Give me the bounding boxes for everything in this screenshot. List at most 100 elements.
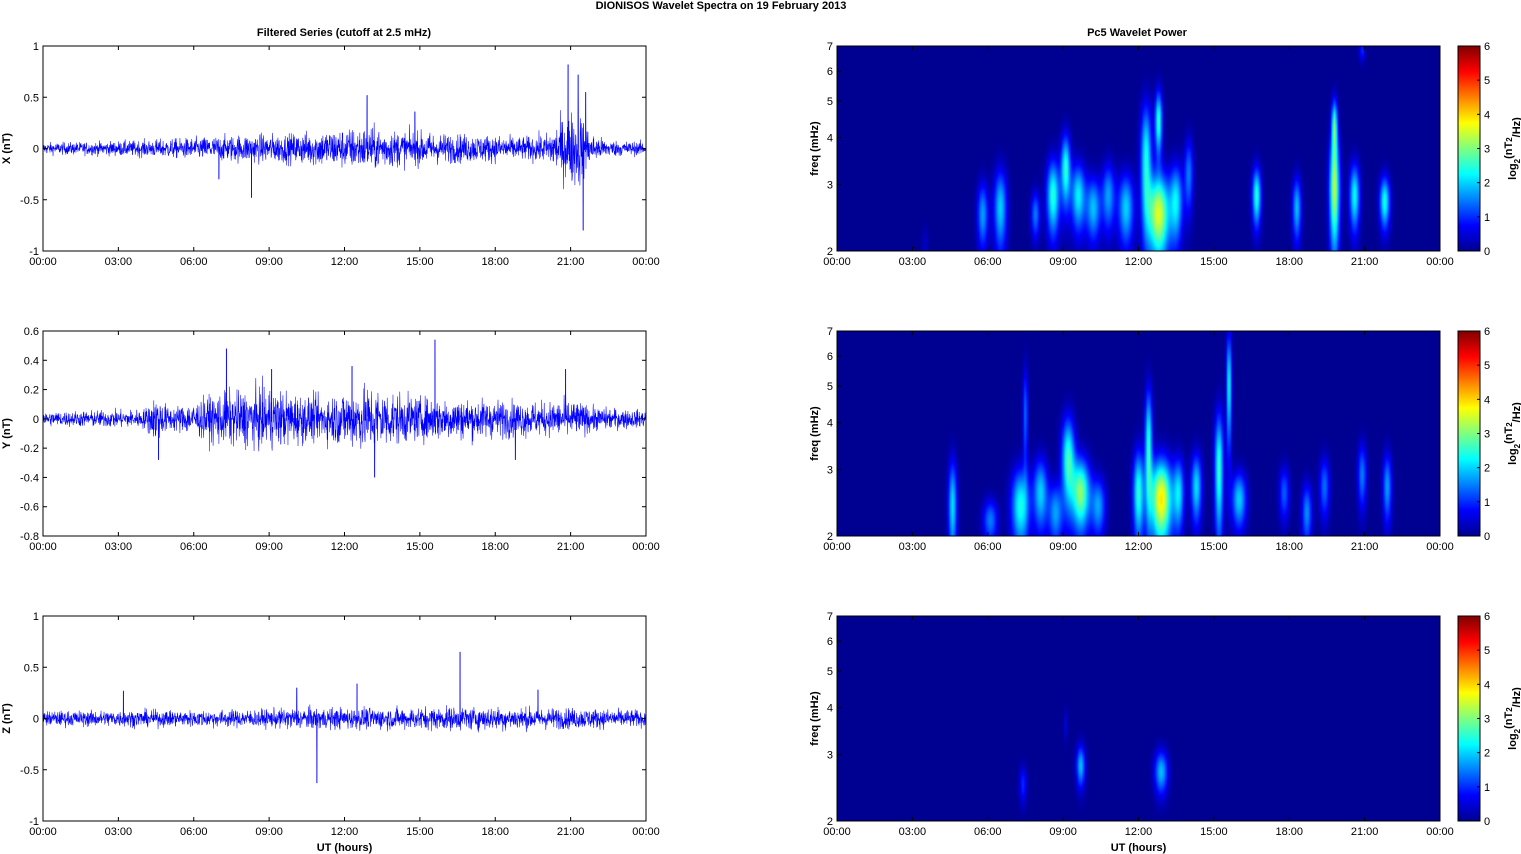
x-tick-label: 09:00 [255,256,283,268]
y-tick-label: -0.5 [20,765,39,777]
right-column-title: Pc5 Wavelet Power [1087,27,1188,39]
x-tick-label: 00:00 [823,826,851,838]
y-tick-label: 0.6 [24,326,39,338]
colorbar-tick-label: 0 [1484,531,1490,543]
y-tick-label: 5 [827,666,833,678]
y-tick-label: 1 [33,611,39,623]
y-tick-label: 0.5 [24,92,39,104]
wavelet-power-heatmap [837,331,1440,536]
colorbar-tick-label: 6 [1484,611,1490,623]
x-tick-label: 09:00 [1049,541,1077,553]
y-tick-label: -0.6 [20,502,39,514]
y-axis-label: Z (nT) [1,703,13,734]
y-tick-label: 0 [33,414,39,426]
y-wavelet-panel: 2 3 4 5 6 7 freq (mHz) 00:00 03:00 06:00 09:00 12:0… [809,326,1521,553]
colorbar-tick-label: 2 [1484,748,1490,760]
x-tick-label: 12:00 [1125,541,1153,553]
y-tick-label: 4 [827,133,833,145]
y-axis-label: freq (mHz) [809,691,821,746]
x-tick-label: 15:00 [406,826,434,838]
x-tick-label: 00:00 [1426,826,1454,838]
series-trace [43,339,646,478]
colorbar-label: log2(nT2/Hz) [1503,117,1521,180]
x-tick-label: 21:00 [557,541,585,553]
x-tick-label: 03:00 [105,256,133,268]
y-tick-label: 4 [827,418,833,430]
y-tick-label: -0.2 [20,443,39,455]
x-tick-label: 18:00 [481,541,509,553]
x-tick-label: 18:00 [1275,541,1303,553]
x-tick-label: 03:00 [899,256,927,268]
x-tick-label: 09:00 [255,541,283,553]
colorbar-tick-label: 5 [1484,75,1490,87]
colorbar-label: log2(nT2/Hz) [1503,687,1521,750]
wavelet-power-heatmap [837,46,1440,251]
x-tick-label: 03:00 [899,826,927,838]
colorbar-tick-label: 2 [1484,463,1490,475]
y-tick-label: 1 [33,41,39,53]
y-tick-label: 0 [33,714,39,726]
y-tick-label: 2 [827,531,833,543]
x-tick-label: 21:00 [1351,256,1379,268]
x-tick-label: 12:00 [331,826,359,838]
y-tick-label: 5 [827,96,833,108]
x-tick-label: 00:00 [632,541,660,553]
x-tick-label: 21:00 [1351,541,1379,553]
colorbar-tick-label: 0 [1484,246,1490,258]
colorbar-label: log2(nT2/Hz) [1503,402,1521,465]
colorbar-tick-label: 1 [1484,497,1490,509]
y-tick-label: -0.4 [20,472,39,484]
x-tick-label: 12:00 [1125,826,1153,838]
colorbar-tick-label: 5 [1484,360,1490,372]
x-tick-label: 09:00 [1049,256,1077,268]
y-tick-label: 4 [827,703,833,715]
figure-title: DIONISOS Wavelet Spectra on 19 February … [596,0,847,12]
x-tick-label: 03:00 [899,541,927,553]
x-tick-label: 09:00 [255,826,283,838]
x-tick-label: 06:00 [974,541,1002,553]
wavelet-power-heatmap [837,616,1440,821]
x-tick-label: 00:00 [29,826,57,838]
x-tick-label: 03:00 [105,826,133,838]
y-tick-label: 5 [827,381,833,393]
colorbar-tick-label: 2 [1484,178,1490,190]
x-tick-label: 18:00 [1275,826,1303,838]
x-wavelet-panel: 2 3 4 5 6 7 freq (mHz) 00:00 03:00 06:00 09:00 12:0… [809,41,1521,268]
colorbar-tick-label: 5 [1484,645,1490,657]
x-axis-label: UT (hours) [317,842,373,854]
x-tick-label: 18:00 [481,826,509,838]
colorbar-tick-label: 4 [1484,679,1490,691]
y-tick-label: 0.4 [24,355,39,367]
colorbar-tick-label: 1 [1484,212,1490,224]
y-tick-label: 7 [827,41,833,53]
y-tick-label: 0.5 [24,662,39,674]
x-tick-label: 06:00 [974,826,1002,838]
x-tick-label: 21:00 [557,826,585,838]
x-tick-label: 06:00 [180,826,208,838]
x-tick-label: 06:00 [974,256,1002,268]
x-tick-label: 09:00 [1049,826,1077,838]
x-tick-label: 18:00 [1275,256,1303,268]
x-tick-label: 15:00 [1200,541,1228,553]
x-tick-label: 06:00 [180,256,208,268]
colorbar [1457,45,1481,252]
x-tick-label: 21:00 [1351,826,1379,838]
y-tick-label: 6 [827,351,833,363]
x-axis-label: UT (hours) [1111,842,1167,854]
colorbar-tick-label: 1 [1484,782,1490,794]
y-tick-label: 6 [827,66,833,78]
x-tick-label: 12:00 [331,256,359,268]
x-tick-label: 00:00 [632,826,660,838]
x-tick-label: 00:00 [1426,256,1454,268]
y-axis-label: freq (mHz) [809,121,821,176]
x-tick-label: 00:00 [632,256,660,268]
x-tick-label: 15:00 [406,541,434,553]
y-tick-label: 3 [827,465,833,477]
y-tick-label: -0.8 [20,531,39,543]
y-tick-label: 2 [827,246,833,258]
y-tick-label: -1 [29,246,39,258]
y-axis-label: X (nT) [1,133,13,164]
x-tick-label: 00:00 [823,541,851,553]
y-tick-label: 3 [827,180,833,192]
